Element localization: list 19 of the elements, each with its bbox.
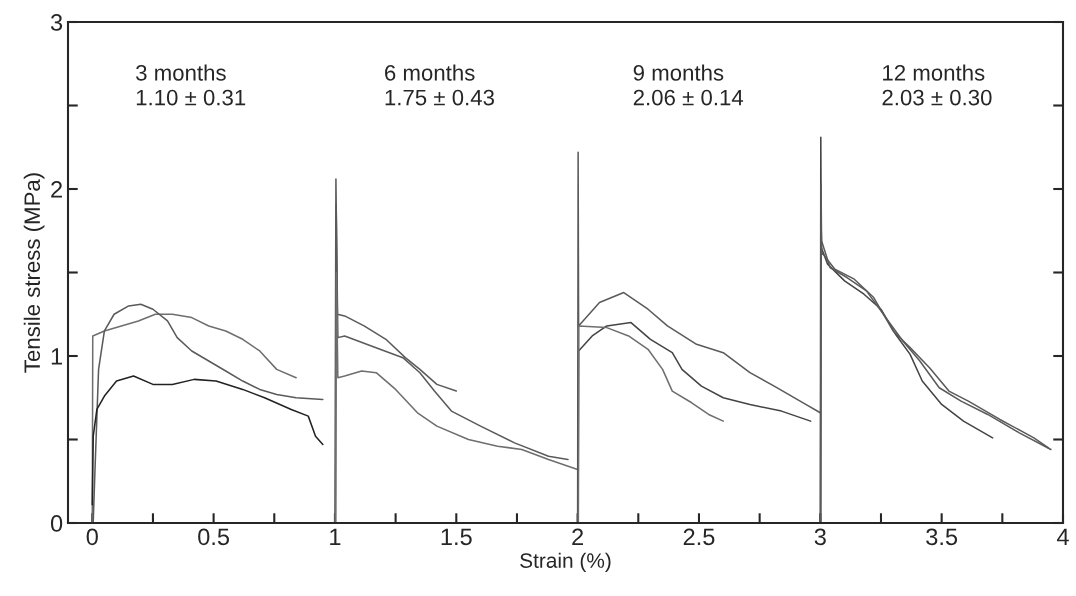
y-axis-title: Tensile stress (MPa) [23, 173, 45, 373]
y-tick-label: 1 [51, 348, 62, 365]
x-tick-label: 0.5 [198, 528, 230, 546]
x-tick-label: 2 [572, 528, 584, 545]
x-tick-label: 3 [814, 528, 826, 546]
y-tick-label: 0 [50, 515, 63, 532]
x-tick-label: 3.5 [926, 528, 958, 546]
x-tick-label: 1 [330, 528, 341, 545]
y-tick-label: 3 [50, 14, 63, 31]
annotation: 3 months 1.10 ± 0.31 [136, 64, 246, 106]
annotation: 6 months 1.75 ± 0.43 [385, 64, 494, 106]
y-tick-label: 2 [51, 181, 62, 198]
annotation: 12 months 2.03 ± 0.30 [882, 64, 992, 106]
annotation: 9 months 2.06 ± 0.14 [633, 64, 744, 106]
x-tick-label: 1.5 [441, 528, 472, 546]
x-tick-label: 4 [1056, 528, 1069, 545]
x-tick-label: 0 [86, 528, 98, 546]
x-tick-label: 2.5 [683, 528, 715, 546]
x-axis-title: Strain (%) [520, 552, 611, 573]
